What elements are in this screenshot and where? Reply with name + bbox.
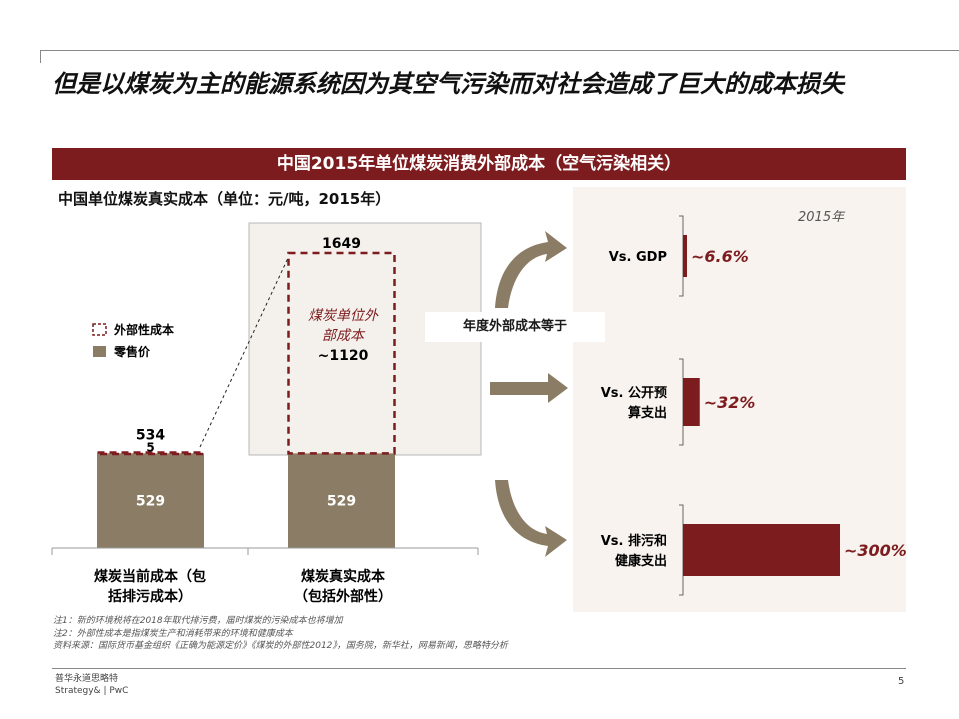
- right-chart-year: 2015年: [798, 210, 846, 225]
- impact-category-label: Vs. 排污和: [601, 533, 667, 549]
- arrow-up-icon: [495, 231, 567, 308]
- source-note: 资料来源：国际货币基金组织《正确为能源定价》《煤炭的外部性2012》，国务院，新…: [53, 641, 508, 651]
- bar-external: [96, 451, 205, 456]
- legend-swatch-retail: [93, 346, 106, 357]
- bar-retail: [97, 453, 204, 548]
- page-title: 但是以煤炭为主的能源系统因为其空气污染而对社会造成了巨大的成本损失: [52, 70, 844, 98]
- arrow-right-icon: [490, 373, 568, 403]
- impact-bar: [683, 524, 840, 576]
- footer-brand-en: Strategy& | PwC: [55, 686, 129, 696]
- legend-label-retail: 零售价: [113, 344, 151, 359]
- bar-external: [287, 251, 396, 455]
- legend-label-external: 外部性成本: [114, 322, 174, 337]
- chart-banner: 中国2015年单位煤炭消费外部成本（空气污染相关）: [52, 148, 906, 180]
- impact-value-label: ~32%: [704, 393, 756, 412]
- footnote-1: 注1：新的环境税将在2018年取代排污费，届时煤炭的污染成本也将增加: [53, 616, 343, 626]
- impact-category-label: Vs. GDP: [609, 250, 667, 265]
- impact-bar: [683, 378, 700, 426]
- arrow-down-icon: [495, 480, 567, 557]
- footer-rule: [52, 668, 906, 669]
- footnote-2: 注2：外部性成本是指煤炭生产和消耗带来的环境和健康成本: [53, 628, 293, 639]
- connector-line: [199, 257, 289, 448]
- category-label: 煤炭当前成本（包: [94, 568, 206, 585]
- inner-label-line2: 部成本: [322, 328, 366, 344]
- retail-value-label: 529: [136, 494, 165, 510]
- bar-retail: [288, 453, 395, 548]
- impact-category-label: 健康支出: [615, 553, 667, 569]
- top-rule-mark: [40, 50, 41, 63]
- total-value-label: 534: [136, 427, 165, 443]
- total-value-label: 1649: [322, 236, 361, 252]
- axis-bracket: [679, 504, 684, 596]
- footnotes: 注1：新的环境税将在2018年取代排污费，届时煤炭的污染成本也将增加 注2：外部…: [53, 615, 508, 653]
- category-label: （包括外部性）: [294, 588, 392, 605]
- footer-brand-cn: 普华永道思略特: [55, 674, 119, 684]
- category-label: 括排污成本）: [108, 588, 192, 605]
- inner-value-label: ~1120: [318, 348, 369, 364]
- footer-brand: 普华永道思略特 Strategy& | PwC: [55, 673, 128, 697]
- retail-value-label: 529: [327, 494, 356, 510]
- inner-label-line1: 煤炭单位外: [308, 308, 379, 324]
- left-chart-subtitle: 中国单位煤炭真实成本（单位：元/吨，2015年）: [58, 190, 391, 208]
- impact-category-label: 算支出: [628, 405, 667, 421]
- impact-value-label: ~6.6%: [691, 247, 749, 266]
- legend-swatch-external: [92, 323, 107, 336]
- external-value-label: 5: [146, 440, 154, 454]
- axis-bracket: [679, 358, 684, 446]
- top-rule: [40, 50, 959, 51]
- page-number: 5: [898, 676, 905, 687]
- impact-bar: [683, 235, 687, 277]
- category-label: 煤炭真实成本: [301, 568, 386, 585]
- axis-bracket: [679, 215, 684, 297]
- impact-value-label: ~300%: [844, 541, 907, 560]
- impact-category-label: Vs. 公开预: [601, 386, 667, 401]
- callout-label: 年度外部成本等于: [425, 312, 605, 342]
